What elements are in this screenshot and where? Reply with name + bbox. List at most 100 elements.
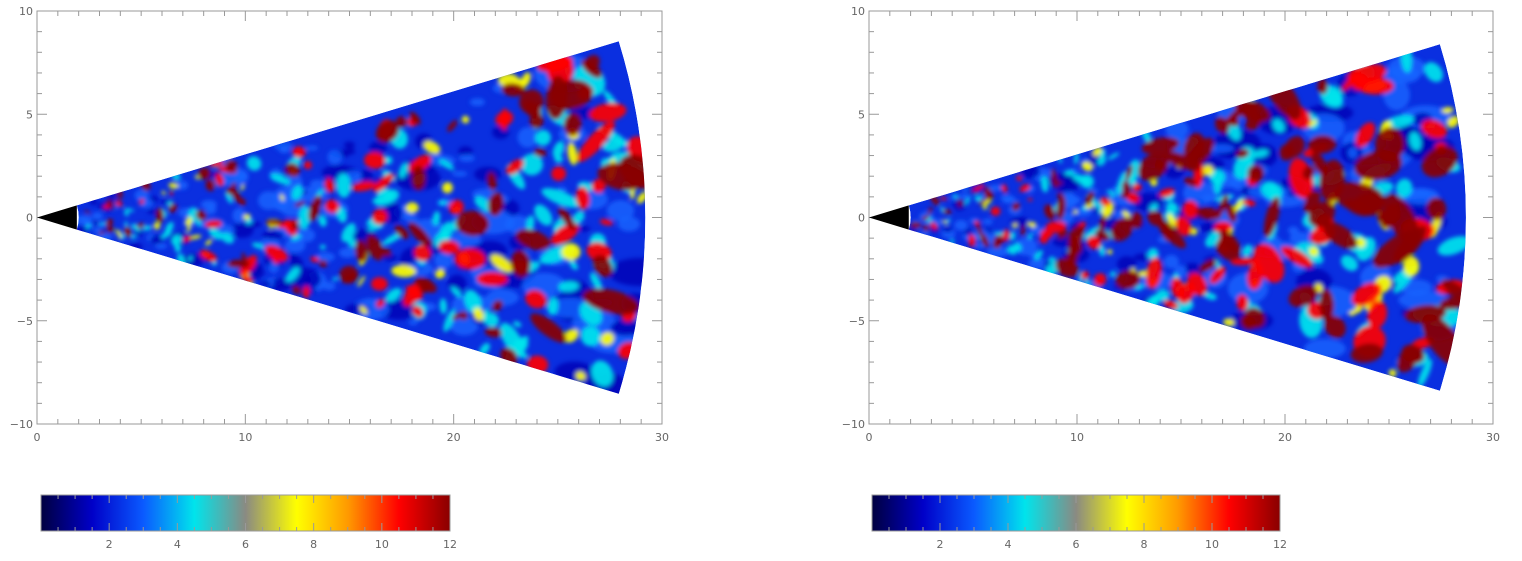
field-blob (336, 173, 351, 198)
x-tick-label: 0 (34, 431, 41, 444)
field-blob (383, 155, 393, 165)
field-blob (563, 328, 579, 343)
field-blob (128, 243, 143, 251)
field-blob (205, 239, 213, 246)
field-blob (343, 141, 356, 149)
field-blob (394, 225, 409, 239)
field-blob (503, 200, 520, 217)
field-blob (567, 142, 578, 166)
field-blob (1098, 215, 1106, 233)
field-blob (953, 194, 958, 199)
field-blob (534, 204, 553, 226)
field-blob (1184, 177, 1197, 188)
field-blob (533, 148, 547, 157)
field-blob (1072, 206, 1093, 217)
field-blob (291, 285, 302, 295)
field-blob (169, 190, 174, 196)
field-blob (367, 224, 384, 231)
field-blob (1398, 290, 1448, 310)
field-blob (1348, 309, 1358, 316)
field-blob (484, 327, 503, 338)
field-blob (188, 255, 193, 262)
field-blob (510, 250, 531, 278)
field-blob (591, 360, 614, 387)
field-blob (318, 215, 327, 227)
field-blob (1120, 191, 1129, 199)
field-blob (476, 271, 508, 287)
field-blob (1051, 168, 1058, 189)
field-blob (106, 219, 111, 232)
field-blob (592, 254, 613, 278)
field-blob (1064, 169, 1075, 176)
wedge-field (908, 44, 1466, 391)
field-blob (1027, 221, 1037, 228)
left-wedge-panel: 0 10 20 30 −10 −5 0 5 10 2 4 6 8 10 12 (10, 5, 669, 551)
field-blob (1421, 145, 1458, 178)
field-blob (408, 319, 419, 326)
y-tick-label: −10 (10, 418, 33, 431)
field-blob (408, 222, 432, 247)
field-blob (1138, 152, 1169, 181)
field-blob (351, 181, 376, 192)
field-blob (1080, 271, 1090, 280)
field-blob (1242, 199, 1256, 207)
field-blob (972, 183, 985, 192)
y-tick-label: 10 (851, 5, 865, 18)
field-blob (525, 289, 547, 309)
field-blob (243, 213, 251, 220)
colorbar-tick-label: 8 (310, 538, 317, 551)
field-blob (1122, 210, 1130, 218)
field-blob (310, 256, 320, 263)
field-blob (150, 235, 164, 245)
field-blob (942, 209, 952, 214)
field-blob (155, 207, 164, 224)
y-tick-label: 0 (26, 212, 33, 225)
field-blob (1057, 230, 1068, 239)
field-blob (469, 98, 485, 107)
field-blob (298, 228, 316, 243)
field-blob (979, 233, 990, 248)
field-blob (1010, 231, 1016, 241)
colorbar-tick-label: 10 (1205, 538, 1219, 551)
field-blob (411, 305, 424, 318)
field-blob (1107, 152, 1120, 160)
field-blob (1401, 344, 1425, 364)
field-blob (225, 191, 233, 204)
field-blob (1116, 171, 1127, 195)
field-blob (229, 182, 237, 194)
field-blob (199, 249, 218, 262)
field-blob (225, 159, 238, 173)
field-blob (974, 220, 980, 227)
field-blob (1215, 239, 1240, 261)
field-blob (1287, 226, 1299, 235)
field-blob (391, 264, 417, 278)
field-blob (327, 149, 343, 165)
field-blob (1198, 259, 1217, 273)
field-blob (383, 189, 400, 203)
field-blob (371, 277, 388, 291)
field-blob (1324, 315, 1346, 339)
field-blob (454, 248, 486, 270)
field-blob (535, 129, 551, 146)
field-blob (285, 266, 301, 283)
field-blob (1393, 225, 1427, 264)
field-blob (552, 141, 565, 159)
field-blob (450, 286, 462, 298)
field-blob (91, 211, 104, 221)
field-blob (142, 225, 152, 231)
field-blob (1000, 194, 1015, 202)
field-blob (485, 289, 519, 306)
field-blob (484, 312, 499, 328)
field-blob (134, 189, 149, 202)
field-blob (473, 307, 484, 321)
field-blob (1135, 284, 1145, 291)
field-blob (1001, 184, 1008, 193)
field-blob (526, 215, 535, 233)
field-blob (366, 234, 384, 261)
field-blob (1195, 207, 1222, 220)
field-blob (1040, 175, 1049, 193)
field-blob (443, 308, 456, 332)
field-blob (230, 222, 254, 238)
field-blob (1013, 242, 1022, 252)
field-blob (1086, 235, 1102, 250)
